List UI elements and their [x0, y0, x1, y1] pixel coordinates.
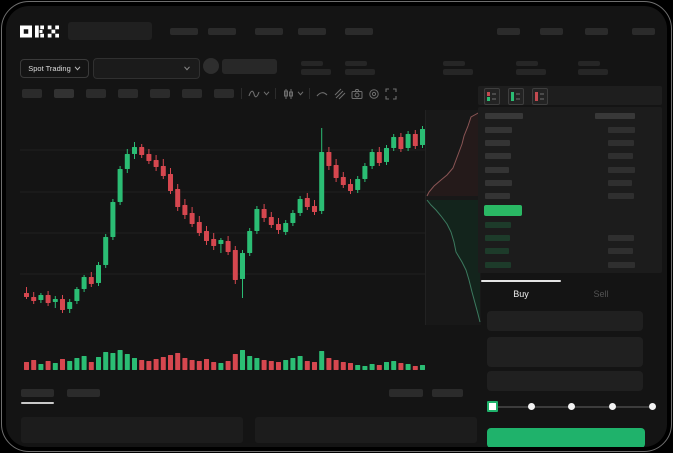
orders-table-placeholder: [21, 417, 243, 443]
orders-tab-indicator: [21, 402, 54, 404]
chevron-down-icon: [184, 66, 190, 71]
nav-item[interactable]: [170, 28, 198, 35]
orderbook-price-bar[interactable]: [485, 140, 510, 147]
okx-logo: [20, 24, 62, 39]
orderbook-price-bar[interactable]: [485, 179, 512, 186]
pair-select[interactable]: [93, 58, 200, 79]
slider-handle[interactable]: [487, 401, 498, 412]
nav-item[interactable]: [208, 28, 236, 35]
orderbook-panel: [478, 107, 662, 273]
chevron-down-icon: [74, 66, 81, 71]
fullscreen-icon[interactable]: [385, 88, 397, 100]
orderbook-price-bar[interactable]: [485, 127, 512, 133]
slider-stop[interactable]: [649, 403, 656, 410]
orderbook-price-bar[interactable]: [485, 193, 510, 199]
stat-label: [301, 61, 323, 66]
nav-item[interactable]: [255, 28, 283, 35]
market-type-label: Spot Trading: [28, 64, 71, 73]
wave-indicator-icon[interactable]: [248, 88, 260, 100]
orderbook-size-bar: [608, 235, 634, 242]
orderbook-size-bar: [608, 261, 635, 268]
orderbook-price-bar[interactable]: [485, 248, 509, 255]
book-asks-icon[interactable]: [532, 88, 548, 105]
avatar[interactable]: [203, 58, 219, 74]
market-type-selector[interactable]: Spot Trading: [20, 59, 89, 78]
slider-stop[interactable]: [608, 403, 616, 410]
stat-value: [516, 69, 546, 75]
chevron-down-icon[interactable]: [263, 91, 270, 96]
trendline-icon[interactable]: [316, 89, 328, 99]
stat-value: [443, 69, 473, 75]
orderbook-price-bar[interactable]: [485, 153, 511, 160]
timeframe-button[interactable]: [214, 89, 234, 98]
orderbook-price-bar[interactable]: [485, 261, 511, 268]
chevron-down-icon[interactable]: [297, 91, 304, 96]
orderbook-price-bar[interactable]: [485, 166, 509, 173]
sell-tab-label: Sell: [593, 289, 609, 299]
orderbook-size-bar: [608, 140, 634, 147]
orderbook-size-bar: [608, 153, 633, 160]
orderbook-size-bar: [608, 127, 635, 133]
orderbook-price-bar[interactable]: [485, 222, 511, 228]
nav-item[interactable]: [345, 28, 373, 35]
search-input[interactable]: [68, 22, 152, 40]
timeframe-button[interactable]: [22, 89, 42, 98]
tab-sell[interactable]: Sell: [561, 285, 641, 303]
timeframe-button[interactable]: [118, 89, 138, 98]
orderbook-header-price: [485, 113, 523, 119]
stat-value: [301, 69, 331, 75]
stat-label: [345, 61, 367, 66]
header-action[interactable]: [585, 28, 608, 35]
orders-action-button[interactable]: [432, 389, 463, 397]
orderbook-toolbar: [478, 86, 662, 105]
slider-stop[interactable]: [527, 403, 535, 410]
orderbook-size-bar: [608, 166, 635, 173]
orderbook-size-bar: [608, 179, 632, 186]
timeframe-button[interactable]: [54, 89, 74, 98]
stat-label: [578, 61, 600, 66]
total-input[interactable]: [487, 371, 643, 391]
stat-value: [578, 69, 608, 75]
timeframe-button[interactable]: [86, 89, 106, 98]
orderbook-header-amount: [595, 113, 635, 119]
orderbook-price-bar[interactable]: [485, 235, 510, 242]
nav-item[interactable]: [298, 28, 326, 35]
candle-style-icon[interactable]: [282, 88, 294, 100]
orders-tab-active[interactable]: [21, 389, 54, 397]
orderbook-size-bar: [608, 193, 634, 199]
orderbook-size-bar: [608, 248, 633, 255]
pair-name-placeholder: [222, 59, 277, 74]
orders-tab[interactable]: [67, 389, 100, 397]
tab-buy[interactable]: Buy: [481, 285, 561, 303]
book-bids-icon[interactable]: [508, 88, 524, 105]
amount-input[interactable]: [487, 337, 643, 367]
orders-table-placeholder: [255, 417, 477, 443]
header-action[interactable]: [540, 28, 563, 35]
settings-icon[interactable]: [368, 88, 380, 100]
camera-icon[interactable]: [351, 88, 363, 100]
stat-label: [516, 61, 538, 66]
orders-action-button[interactable]: [389, 389, 423, 397]
stat-label: [443, 61, 465, 66]
stat-value: [345, 69, 375, 75]
buy-tab-label: Buy: [513, 289, 529, 299]
timeframe-button[interactable]: [150, 89, 170, 98]
header-action[interactable]: [497, 28, 520, 35]
active-tab-indicator: [481, 280, 561, 282]
price-input[interactable]: [487, 311, 643, 331]
book-both-icon[interactable]: [484, 88, 500, 105]
slider-stop[interactable]: [568, 403, 575, 410]
buy-submit-button[interactable]: [487, 428, 645, 448]
brush-icon[interactable]: [334, 88, 346, 100]
header-action[interactable]: [632, 28, 655, 35]
timeframe-button[interactable]: [182, 89, 202, 98]
last-price-bar[interactable]: [484, 205, 522, 216]
